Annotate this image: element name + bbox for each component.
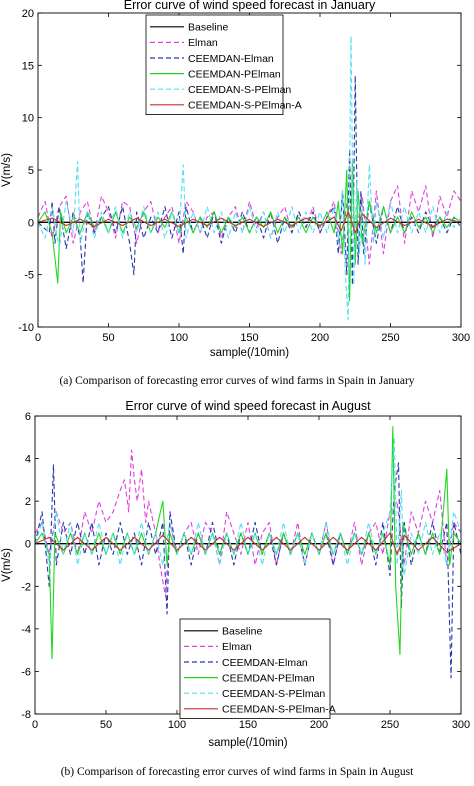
x-tick-label: 200 (310, 719, 328, 731)
legend-label-3: CEEMDAN-PElman (222, 672, 315, 684)
legend-label-5: CEEMDAN-S-PElman-A (188, 100, 302, 112)
x-tick-label: 100 (170, 332, 188, 344)
legend-label-4: CEEMDAN-S-PElman (222, 688, 325, 700)
series-line-5 (38, 211, 461, 234)
legend: Baseline Elman CEEMDAN-Elman CEEMDAN-PElman… (145, 14, 302, 115)
legend-label-2: CEEMDAN-Elman (188, 53, 274, 65)
y-tick-label: 15 (22, 60, 34, 72)
legend-box (145, 14, 284, 115)
series-line-5 (35, 532, 461, 555)
series-group (35, 426, 461, 679)
x-tick-label: 0 (32, 719, 38, 731)
series-line-3 (38, 158, 461, 302)
y-tick-label: -2 (21, 581, 31, 593)
y-tick-label: 6 (25, 411, 31, 423)
x-tick-label: 300 (452, 719, 470, 731)
legend-label-0: Baseline (188, 22, 228, 34)
y-tick-label: 0 (28, 217, 34, 229)
y-tick-label: -10 (18, 322, 34, 334)
chart-title: Error curve of wind speed forecast in Ja… (124, 0, 376, 12)
y-tick-label: 4 (25, 454, 31, 466)
x-tick-label: 0 (35, 332, 41, 344)
x-tick-label: 250 (381, 332, 399, 344)
y-axis-label: V(m/s) (1, 153, 13, 187)
legend-label-1: Elman (222, 641, 252, 653)
x-tick-label: 150 (240, 332, 258, 344)
x-tick-label: 100 (168, 719, 186, 731)
x-tick-label: 50 (100, 719, 112, 731)
y-tick-label: -4 (21, 624, 31, 636)
x-axis-label: sample(/10min) (208, 737, 287, 749)
series-line-1 (35, 449, 461, 598)
y-tick-label: 10 (22, 113, 34, 125)
x-tick-label: 200 (311, 332, 329, 344)
legend-label-4: CEEMDAN-S-PElman (188, 84, 291, 96)
chart-title: Error curve of wind speed forecast in Au… (125, 399, 371, 413)
figure-caption: (a) Comparison of forecasting error curv… (59, 375, 414, 387)
y-tick-label: -8 (21, 709, 31, 721)
legend-label-2: CEEMDAN-Elman (222, 657, 308, 669)
legend-label-3: CEEMDAN-PElman (188, 68, 281, 80)
y-tick-label: 0 (25, 539, 31, 551)
x-axis-label: sample(/10min) (210, 347, 289, 359)
y-tick-label: 5 (28, 165, 34, 177)
series-line-4 (38, 35, 461, 321)
y-tick-label: 2 (25, 496, 31, 508)
chart-2: 0 50 100 150 200 250 300 -8 -6 -4 -2 0 2 4 6 Error curv… (1, 399, 470, 778)
legend: Baseline Elman CEEMDAN-Elman CEEMDAN-PElman… (179, 618, 336, 719)
chart-1: 0 50 100 150 200 250 300 -10 -5 0 5 10 15 20 Error cur… (1, 0, 470, 387)
series-line-2 (35, 462, 461, 679)
legend-box (179, 618, 331, 719)
y-tick-label: -6 (21, 666, 31, 678)
figure-caption: (b) Comparison of forecasting error curv… (61, 766, 414, 778)
y-tick-label: 20 (22, 8, 34, 20)
x-tick-label: 150 (239, 719, 257, 731)
y-axis-label: V(m/s) (1, 548, 13, 582)
legend-label-1: Elman (188, 37, 218, 49)
legend-label-5: CEEMDAN-S-PElman-A (222, 704, 336, 716)
y-tick-label: -5 (24, 270, 34, 282)
x-tick-label: 250 (381, 719, 399, 731)
x-tick-label: 50 (102, 332, 114, 344)
series-group (38, 35, 461, 321)
series-line-4 (35, 436, 461, 577)
x-tick-label: 300 (452, 332, 470, 344)
legend-label-0: Baseline (222, 626, 262, 638)
